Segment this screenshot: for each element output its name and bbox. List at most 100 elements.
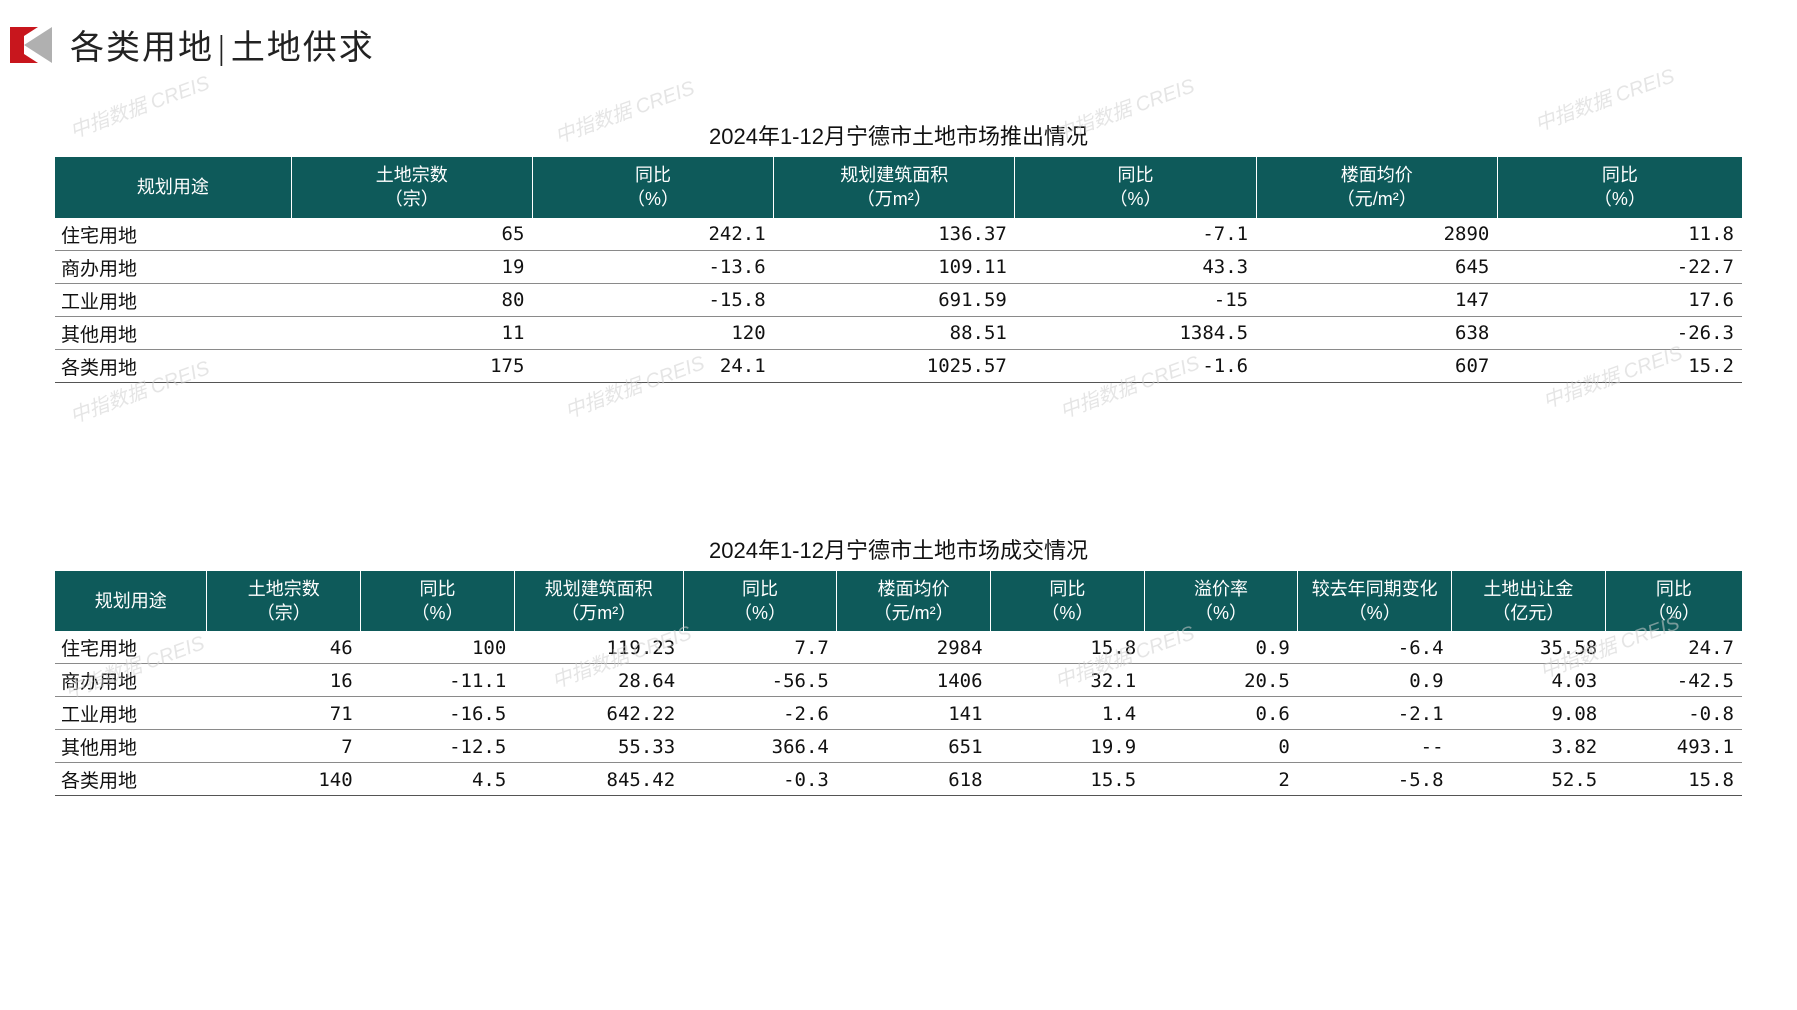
table-header-cell: 土地宗数（宗） (207, 571, 361, 632)
table-header-cell: 同比（%） (683, 571, 837, 632)
cell: 24.7 (1605, 631, 1742, 664)
cell: 88.51 (774, 316, 1015, 349)
table-header-cell: 楼面均价（元/m²） (1256, 157, 1497, 218)
cell: 493.1 (1605, 730, 1742, 763)
table-row: 工业用地71-16.5642.22-2.61411.40.6-2.19.08-0… (55, 697, 1742, 730)
cell: 607 (1256, 349, 1497, 382)
cell: 1406 (837, 664, 991, 697)
cell: 1.4 (991, 697, 1145, 730)
table2-title: 2024年1-12月宁德市土地市场成交情况 (55, 533, 1742, 565)
table-header-cell: 规划用途 (55, 571, 207, 632)
table-header-cell: 同比（%） (1605, 571, 1742, 632)
cell: -13.6 (532, 250, 773, 283)
row-label: 商办用地 (55, 250, 291, 283)
table-header-cell: 同比（%） (1015, 157, 1256, 218)
row-label: 住宅用地 (55, 218, 291, 251)
cell: 0.9 (1298, 664, 1452, 697)
table2-header-row: 规划用途土地宗数（宗）同比（%）规划建筑面积（万m²）同比（%）楼面均价（元/m… (55, 571, 1742, 632)
cell: -42.5 (1605, 664, 1742, 697)
table-header-cell: 同比（%） (532, 157, 773, 218)
table-header-cell: 土地宗数（宗） (291, 157, 532, 218)
cell: 7.7 (683, 631, 837, 664)
cell: 242.1 (532, 218, 773, 251)
cell: -16.5 (361, 697, 515, 730)
cell: -0.3 (683, 763, 837, 796)
cell: 0.6 (1144, 697, 1298, 730)
cell: 147 (1256, 283, 1497, 316)
table-row: 各类用地17524.11025.57-1.660715.2 (55, 349, 1742, 382)
cell: 11 (291, 316, 532, 349)
table1-block: 2024年1-12月宁德市土地市场推出情况 规划用途土地宗数（宗）同比（%）规划… (55, 119, 1742, 383)
table1-title: 2024年1-12月宁德市土地市场推出情况 (55, 119, 1742, 151)
cell: 15.8 (1605, 763, 1742, 796)
table-header-cell: 土地出让金（亿元） (1452, 571, 1606, 632)
cell: 15.2 (1497, 349, 1742, 382)
row-label: 商办用地 (55, 664, 207, 697)
cell: 19 (291, 250, 532, 283)
cell: 46 (207, 631, 361, 664)
cell: 4.03 (1452, 664, 1606, 697)
cell: 55.33 (514, 730, 683, 763)
cell: -2.6 (683, 697, 837, 730)
cell: 638 (1256, 316, 1497, 349)
cell: 43.3 (1015, 250, 1256, 283)
cell: 71 (207, 697, 361, 730)
table-header-cell: 规划建筑面积（万m²） (514, 571, 683, 632)
table-row: 各类用地1404.5845.42-0.361815.52-5.852.515.8 (55, 763, 1742, 796)
cell: 109.11 (774, 250, 1015, 283)
table-header-cell: 溢价率（%） (1144, 571, 1298, 632)
cell: 2890 (1256, 218, 1497, 251)
cell: 28.64 (514, 664, 683, 697)
cell: 141 (837, 697, 991, 730)
cell: -6.4 (1298, 631, 1452, 664)
table-header-cell: 规划建筑面积（万m²） (774, 157, 1015, 218)
cell: 24.1 (532, 349, 773, 382)
table2-block: 2024年1-12月宁德市土地市场成交情况 规划用途土地宗数（宗）同比（%）规划… (55, 533, 1742, 797)
table-row: 其他用地7-12.555.33366.465119.90--3.82493.1 (55, 730, 1742, 763)
cell: 4.5 (361, 763, 515, 796)
cell: 52.5 (1452, 763, 1606, 796)
cell: 16 (207, 664, 361, 697)
cell: 175 (291, 349, 532, 382)
row-label: 其他用地 (55, 730, 207, 763)
cell: 15.8 (991, 631, 1145, 664)
table-row: 住宅用地46100119.237.7298415.80.9-6.435.5824… (55, 631, 1742, 664)
table-header-cell: 同比（%） (991, 571, 1145, 632)
cell: -26.3 (1497, 316, 1742, 349)
table1-header-row: 规划用途土地宗数（宗）同比（%）规划建筑面积（万m²）同比（%）楼面均价（元/m… (55, 157, 1742, 218)
cell: -5.8 (1298, 763, 1452, 796)
table-header-cell: 同比（%） (361, 571, 515, 632)
table-header-cell: 楼面均价（元/m²） (837, 571, 991, 632)
row-label: 各类用地 (55, 349, 291, 382)
table-row: 其他用地1112088.511384.5638-26.3 (55, 316, 1742, 349)
cell: 0.9 (1144, 631, 1298, 664)
cell: 136.37 (774, 218, 1015, 251)
cell: 119.23 (514, 631, 683, 664)
title-part1: 各类用地 (70, 30, 214, 67)
cell: 140 (207, 763, 361, 796)
row-label: 其他用地 (55, 316, 291, 349)
table-row: 商办用地19-13.6109.1143.3645-22.7 (55, 250, 1742, 283)
cell: -15.8 (532, 283, 773, 316)
cell: 65 (291, 218, 532, 251)
row-label: 工业用地 (55, 697, 207, 730)
cell: 80 (291, 283, 532, 316)
cell: 35.58 (1452, 631, 1606, 664)
row-label: 各类用地 (55, 763, 207, 796)
cell: -15 (1015, 283, 1256, 316)
cell: -11.1 (361, 664, 515, 697)
cell: 645 (1256, 250, 1497, 283)
cell: 9.08 (1452, 697, 1606, 730)
row-label: 工业用地 (55, 283, 291, 316)
table-header-cell: 规划用途 (55, 157, 291, 218)
table-header-cell: 同比（%） (1497, 157, 1742, 218)
page-header: 各类用地|土地供求 (0, 0, 1797, 69)
cell: 17.6 (1497, 283, 1742, 316)
cell: 7 (207, 730, 361, 763)
logo (10, 27, 52, 63)
cell: 651 (837, 730, 991, 763)
cell: -12.5 (361, 730, 515, 763)
cell: -0.8 (1605, 697, 1742, 730)
cell: 1384.5 (1015, 316, 1256, 349)
table-header-cell: 较去年同期变化（%） (1298, 571, 1452, 632)
